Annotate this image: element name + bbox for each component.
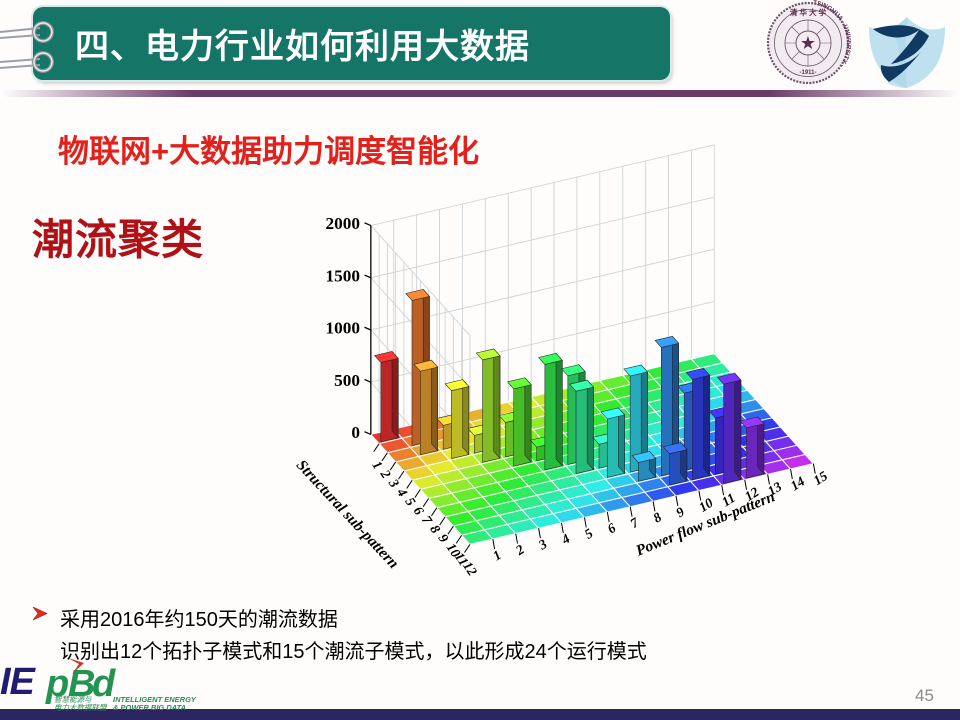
svg-text:0: 0 bbox=[351, 423, 360, 442]
svg-text:2: 2 bbox=[512, 541, 527, 558]
svg-text:2000: 2000 bbox=[325, 214, 360, 233]
svg-text:8: 8 bbox=[650, 509, 664, 525]
svg-text:-1911-: -1911- bbox=[799, 70, 816, 76]
svg-text:3: 3 bbox=[535, 536, 550, 553]
svg-text:& POWER BIG DATA: & POWER BIG DATA bbox=[113, 703, 186, 712]
svg-text:8: 8 bbox=[427, 522, 443, 536]
svg-text:1000: 1000 bbox=[325, 319, 360, 338]
svg-text:6: 6 bbox=[605, 520, 619, 536]
svg-text:9: 9 bbox=[435, 531, 451, 545]
svg-text:IE: IE bbox=[0, 661, 37, 703]
svg-text:★: ★ bbox=[800, 33, 816, 53]
svg-text:9: 9 bbox=[673, 504, 687, 520]
svg-text:7: 7 bbox=[628, 514, 643, 531]
svg-text:5: 5 bbox=[402, 495, 418, 509]
svg-text:14: 14 bbox=[788, 473, 808, 493]
svg-text:500: 500 bbox=[334, 371, 360, 390]
svg-text:清 华 大 学: 清 华 大 学 bbox=[790, 7, 827, 17]
svg-text:4: 4 bbox=[558, 531, 573, 548]
svg-text:1500: 1500 bbox=[325, 266, 360, 285]
svg-text:1: 1 bbox=[369, 458, 385, 472]
svg-text:6: 6 bbox=[411, 504, 427, 518]
svg-text:电力大数据联盟: 电力大数据联盟 bbox=[54, 703, 108, 712]
svg-text:15: 15 bbox=[811, 468, 831, 488]
svg-text:5: 5 bbox=[582, 525, 596, 541]
svg-text:1: 1 bbox=[490, 547, 504, 563]
